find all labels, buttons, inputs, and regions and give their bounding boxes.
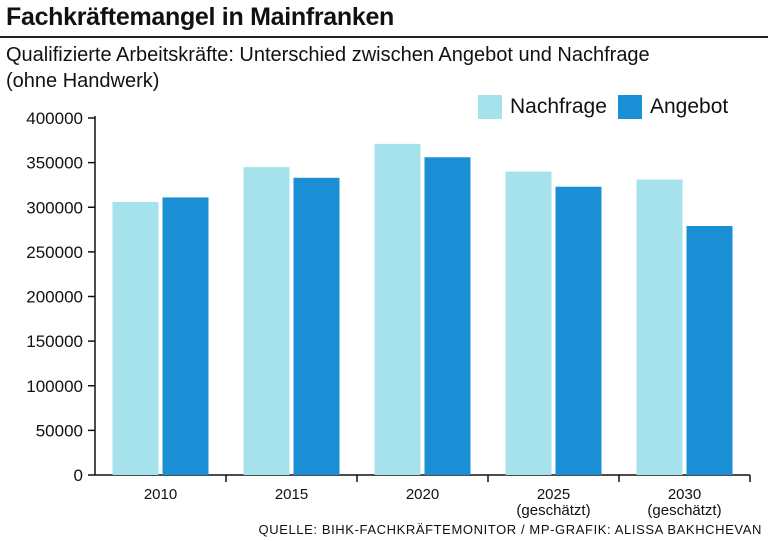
legend-swatch-nachfrage bbox=[478, 95, 502, 119]
y-tick-label: 300000 bbox=[26, 198, 83, 217]
legend-item-nachfrage: Nachfrage bbox=[478, 94, 607, 120]
bar-angebot bbox=[555, 186, 602, 475]
y-axis: 0 50000 100000 150000 200000 250000 300000 3500… bbox=[26, 109, 96, 485]
legend-swatch-angebot bbox=[618, 95, 642, 119]
bar-angebot bbox=[162, 197, 209, 475]
source-credit: QUELLE: BIHK-FACHKRÄFTEMONITOR / MP-GRAF… bbox=[258, 522, 762, 537]
y-tick-label: 150000 bbox=[26, 332, 83, 351]
legend-label-nachfrage: Nachfrage bbox=[510, 95, 607, 118]
chart-title: Fachkräftemangel in Mainfranken bbox=[6, 3, 395, 31]
y-tick-label: 200000 bbox=[26, 288, 83, 307]
x-category-label: 2030 bbox=[668, 486, 701, 503]
bar-nachfrage bbox=[374, 143, 421, 475]
legend-item-angebot: Angebot bbox=[618, 94, 728, 120]
bars bbox=[112, 143, 733, 476]
legend-label-angebot: Angebot bbox=[650, 95, 729, 118]
x-category-label: (geschätzt) bbox=[516, 502, 590, 519]
y-tick-label: 400000 bbox=[26, 109, 83, 128]
y-tick-label: 250000 bbox=[26, 243, 83, 262]
y-tick-label: 350000 bbox=[26, 154, 83, 173]
chart-subtitle: Qualifizierte Arbeitskräfte: Unterschied… bbox=[6, 44, 650, 92]
bar-angebot bbox=[424, 157, 471, 475]
y-tick-label: 50000 bbox=[36, 421, 83, 440]
bar-nachfrage bbox=[112, 201, 159, 475]
x-category-label: 2020 bbox=[406, 486, 439, 503]
x-category-label: 2010 bbox=[144, 486, 177, 503]
bar-nachfrage bbox=[636, 179, 683, 475]
bar-nachfrage bbox=[243, 167, 290, 475]
bar-nachfrage bbox=[505, 171, 552, 476]
y-tick-label: 0 bbox=[74, 466, 83, 485]
bar-angebot bbox=[686, 225, 733, 475]
x-axis: 2010 2015 2020 2025(geschätzt)2030(geschätz… bbox=[95, 474, 751, 519]
title-divider bbox=[0, 36, 768, 38]
x-category-label: (geschätzt) bbox=[647, 502, 721, 519]
x-category-label: 2025 bbox=[537, 486, 570, 503]
bar-angebot bbox=[293, 177, 340, 476]
y-tick-label: 100000 bbox=[26, 377, 83, 396]
x-category-label: 2015 bbox=[275, 486, 308, 503]
